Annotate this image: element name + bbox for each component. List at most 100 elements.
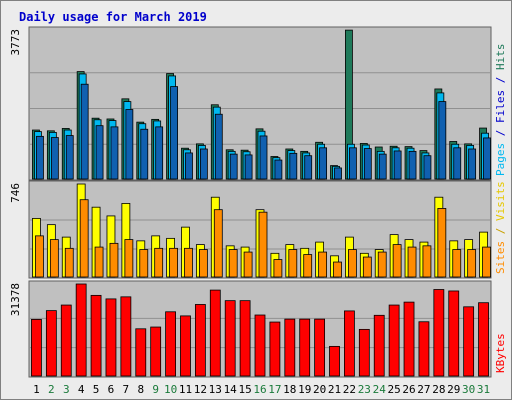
x-tick-label-day-12: 12 <box>194 383 207 396</box>
x-tick-label-day-6: 6 <box>108 383 115 396</box>
bar-pages-day-25 <box>393 150 402 180</box>
bar-pages-day-8 <box>140 128 149 180</box>
x-tick-label-day-8: 8 <box>137 383 144 396</box>
bar-visits-day-15 <box>243 251 253 278</box>
bar-pages-day-24 <box>378 153 387 180</box>
bar-visits-day-29 <box>452 249 462 278</box>
bar-pages-day-22 <box>349 147 357 180</box>
bar-kbytes-day-14 <box>224 300 236 377</box>
x-tick-label-day-20: 20 <box>313 383 326 396</box>
bar-pages-day-14 <box>229 153 238 180</box>
bar-visits-day-2 <box>49 239 59 278</box>
x-tick-label-day-21: 21 <box>328 383 341 396</box>
bar-visits-day-26 <box>407 246 417 278</box>
bar-kbytes-day-15 <box>239 300 251 377</box>
bar-pages-day-10 <box>170 86 178 180</box>
x-tick-label-day-4: 4 <box>78 383 85 396</box>
bar-visits-day-27 <box>422 245 432 278</box>
bar-kbytes-day-29 <box>448 290 460 377</box>
bar-pages-day-15 <box>244 154 253 180</box>
x-tick-label-day-10: 10 <box>164 383 177 396</box>
bar-kbytes-day-20 <box>314 318 326 377</box>
bar-kbytes-day-9 <box>150 326 162 377</box>
bar-visits-day-16 <box>258 211 268 278</box>
bar-pages-day-30 <box>468 148 477 180</box>
x-tick-label-day-22: 22 <box>343 383 356 396</box>
x-tick-label-day-23: 23 <box>358 383 371 396</box>
legend-middle: Sites / Visits <box>494 181 507 274</box>
x-tick-label-day-7: 7 <box>123 383 130 396</box>
x-tick-label-day-27: 27 <box>417 383 430 396</box>
x-tick-label-day-19: 19 <box>298 383 311 396</box>
x-tick-label-day-13: 13 <box>209 383 222 396</box>
bar-visits-day-12 <box>198 249 208 278</box>
bar-kbytes-day-28 <box>433 289 445 377</box>
bar-pages-day-23 <box>363 148 372 180</box>
bar-kbytes-day-19 <box>299 318 311 377</box>
x-tick-label-day-14: 14 <box>224 383 238 396</box>
bar-pages-day-28 <box>438 101 447 180</box>
legend-part: Sites <box>494 241 507 274</box>
x-tick-label-day-15: 15 <box>238 383 251 396</box>
bar-visits-day-20 <box>318 251 328 278</box>
bar-visits-day-24 <box>377 251 387 278</box>
bar-visits-day-14 <box>228 249 238 278</box>
x-tick-label-day-16: 16 <box>253 383 266 396</box>
bar-visits-day-25 <box>392 244 402 278</box>
bar-kbytes-day-17 <box>269 321 281 377</box>
bar-pages-day-17 <box>274 159 283 180</box>
chart-title: Daily usage for March 2019 <box>19 10 207 24</box>
bar-visits-day-6 <box>109 242 119 278</box>
bar-visits-day-7 <box>124 239 134 278</box>
bar-kbytes-day-18 <box>284 318 296 377</box>
bar-visits-day-30 <box>467 249 477 278</box>
bar-pages-day-18 <box>289 152 298 180</box>
bar-visits-day-18 <box>288 249 298 278</box>
bar-visits-day-3 <box>64 247 74 278</box>
x-tick-label-day-29: 29 <box>447 383 460 396</box>
bar-pages-day-7 <box>125 109 134 180</box>
bar-kbytes-day-23 <box>358 328 370 377</box>
x-tick-label-day-18: 18 <box>283 383 296 396</box>
bar-pages-day-12 <box>199 148 208 180</box>
bar-pages-day-4 <box>80 83 89 180</box>
bar-kbytes-day-16 <box>254 314 266 377</box>
bar-visits-day-10 <box>169 247 178 278</box>
bar-pages-day-19 <box>304 155 313 180</box>
y-max-label-top: 3773 <box>9 29 22 56</box>
bar-visits-day-31 <box>482 246 491 278</box>
legend-part: / <box>494 123 507 143</box>
bar-visits-day-8 <box>139 249 149 278</box>
bar-pages-day-20 <box>319 147 328 180</box>
bar-kbytes-day-27 <box>418 321 430 377</box>
x-tick-label-day-9: 9 <box>152 383 159 396</box>
bar-kbytes-day-5 <box>90 294 102 377</box>
x-tick-label-day-17: 17 <box>268 383 281 396</box>
bar-pages-day-2 <box>50 137 59 180</box>
bar-visits-day-21 <box>333 261 342 278</box>
bar-visits-day-23 <box>362 256 372 278</box>
x-tick-label-day-1: 1 <box>33 383 40 396</box>
legend-part: Visits <box>494 181 507 221</box>
bar-pages-day-1 <box>36 135 44 180</box>
x-tick-label-day-31: 31 <box>477 383 490 396</box>
bar-kbytes-day-24 <box>373 314 385 377</box>
bar-pages-day-31 <box>483 137 491 180</box>
bar-visits-day-19 <box>303 254 313 278</box>
bar-visits-day-9 <box>154 247 164 278</box>
bar-kbytes-day-3 <box>60 304 72 377</box>
bar-pages-day-11 <box>185 152 193 180</box>
bar-pages-day-9 <box>155 126 164 180</box>
bar-pages-day-21 <box>334 167 342 180</box>
y-max-label-middle: 746 <box>9 183 22 203</box>
bar-visits-day-13 <box>213 209 223 278</box>
legend-part: / <box>494 70 507 90</box>
bar-kbytes-day-26 <box>403 301 415 377</box>
bar-pages-day-29 <box>453 147 462 180</box>
bar-kbytes-day-21 <box>329 345 340 377</box>
x-tick-label-day-28: 28 <box>432 383 445 396</box>
bar-kbytes-day-7 <box>120 296 132 377</box>
legend-part: / <box>494 221 507 241</box>
bar-visits-day-11 <box>184 247 193 278</box>
